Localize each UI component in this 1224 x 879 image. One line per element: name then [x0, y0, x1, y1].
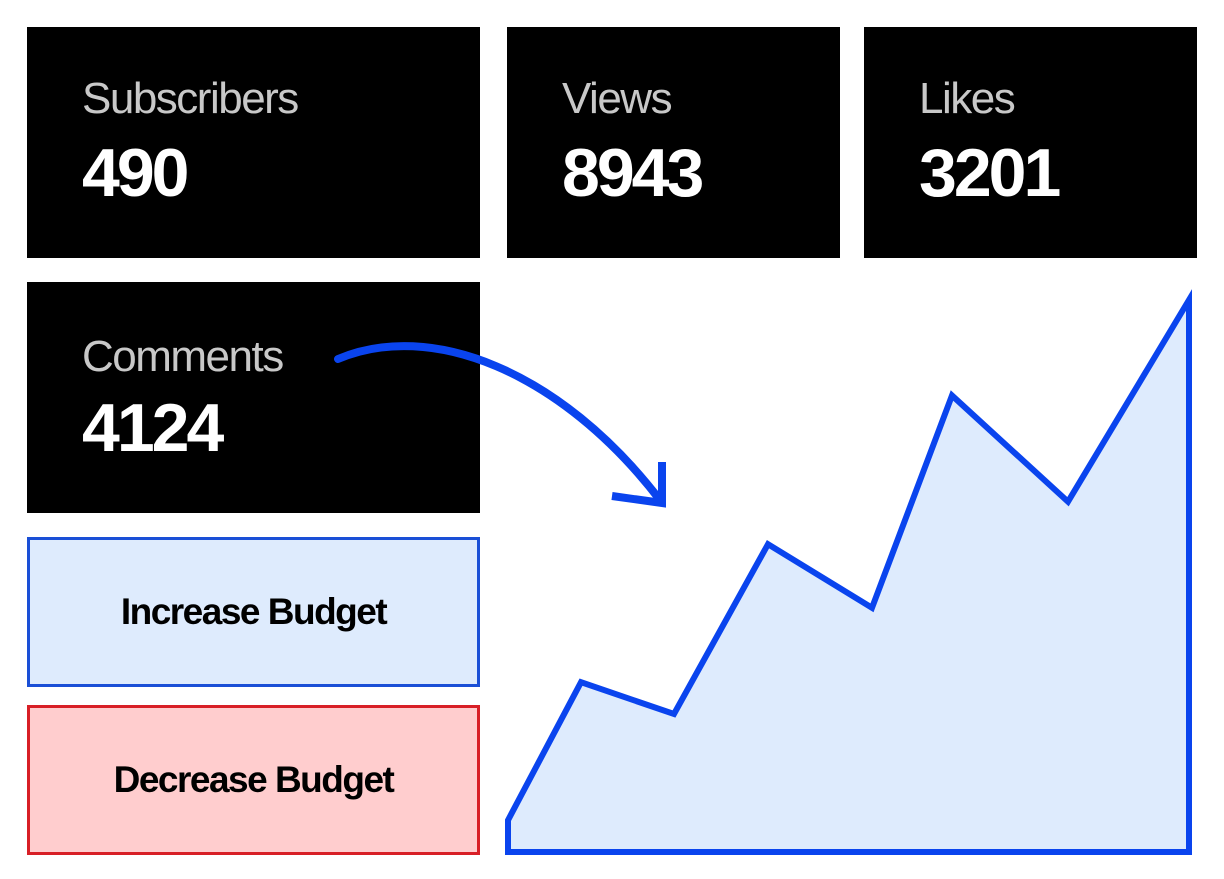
curved-arrow-icon [334, 342, 666, 508]
decrease-budget-button[interactable]: Decrease Budget [27, 705, 480, 855]
stat-label-likes: Likes [919, 74, 1016, 123]
stat-value-likes: 3201 [919, 135, 1061, 211]
stat-card-comments: Comments 4124 [27, 282, 480, 513]
stat-label-views: Views [562, 74, 673, 123]
decrease-budget-label: Decrease Budget [113, 759, 395, 800]
stat-value-comments: 4124 [82, 390, 224, 466]
stat-value-views: 8943 [562, 135, 704, 211]
stat-label-comments: Comments [82, 332, 284, 381]
increase-budget-label: Increase Budget [120, 591, 388, 632]
stat-value-subscribers: 490 [82, 135, 189, 211]
stat-card-views: Views 8943 [507, 27, 840, 258]
stat-card-subscribers: Subscribers 490 [27, 27, 480, 258]
area-series [505, 289, 1192, 855]
stat-card-likes: Likes 3201 [864, 27, 1197, 258]
stat-label-subscribers: Subscribers [82, 74, 299, 123]
increase-budget-button[interactable]: Increase Budget [27, 537, 480, 687]
chart-area [505, 289, 1192, 855]
